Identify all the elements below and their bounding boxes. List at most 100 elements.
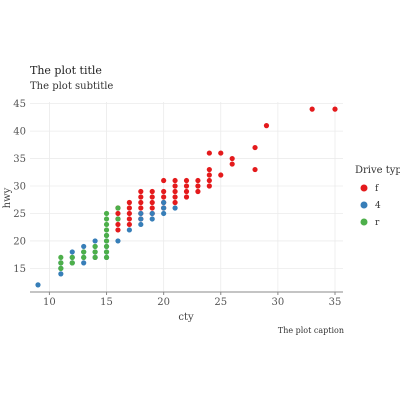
data-point-r: [58, 254, 64, 261]
data-point-f: [115, 210, 121, 217]
data-point-f: [149, 194, 155, 200]
data-point-f: [332, 106, 338, 112]
data-point-f: [126, 199, 132, 206]
y-tick-label: 35: [13, 154, 26, 165]
data-point-f: [138, 194, 144, 200]
x-tick-label: 10: [43, 297, 56, 308]
legend-label-r: r: [375, 218, 380, 228]
data-point-f: [183, 188, 190, 195]
x-tick-label: 35: [329, 297, 342, 308]
data-point-r: [69, 254, 75, 261]
data-point-f: [195, 177, 201, 184]
data-point-r: [103, 254, 110, 261]
data-point-f: [183, 183, 190, 189]
data-point-4: [161, 205, 167, 211]
data-point-f: [126, 221, 132, 228]
y-tick-label: 40: [13, 127, 26, 138]
data-point-f: [126, 216, 132, 222]
x-tick-label: 15: [100, 297, 113, 308]
data-point-f: [161, 194, 167, 200]
data-point-f: [309, 106, 315, 112]
tick-labels: 10 15 20 25 30 35 15 20 25 30 35 40 45: [13, 99, 341, 308]
data-point-f: [172, 177, 178, 184]
chart-title: The plot title: [30, 64, 102, 77]
data-point-r: [103, 210, 110, 217]
data-point-f: [172, 194, 178, 200]
data-point-f: [218, 150, 224, 156]
data-point-f: [172, 183, 178, 189]
data-point-f: [206, 166, 212, 173]
data-point-r: [103, 227, 110, 233]
data-point-r: [81, 254, 87, 261]
legend-title: Drive type: [355, 165, 400, 176]
data-point-4: [115, 238, 121, 244]
data-point-f: [138, 188, 144, 195]
x-axis-title: cty: [178, 312, 194, 323]
data-point-f: [126, 210, 132, 217]
data-point-f: [115, 221, 121, 228]
data-point-f: [206, 172, 212, 178]
data-point-4: [149, 210, 155, 217]
data-point-r: [81, 249, 87, 255]
data-point-f: [183, 177, 190, 184]
data-point-f: [149, 205, 155, 211]
data-point-r: [58, 260, 64, 266]
data-point-f: [195, 188, 201, 195]
data-point-4: [81, 260, 87, 266]
chart-caption: The plot caption: [277, 326, 344, 335]
data-point-4: [69, 249, 75, 255]
data-point-f: [183, 194, 190, 200]
data-point-4: [138, 216, 144, 222]
legend-swatch-4: [360, 201, 368, 209]
data-point-4: [92, 238, 98, 244]
legend-swatch-f: [360, 184, 368, 192]
legend-label-4: 4: [375, 201, 381, 211]
legend-label-f: f: [375, 184, 379, 194]
data-point-f: [161, 188, 167, 195]
data-point-f: [172, 188, 178, 195]
data-point-4: [149, 216, 155, 222]
axes: [30, 291, 343, 295]
data-point-r: [69, 260, 75, 266]
data-point-4: [126, 227, 132, 233]
data-point-f: [229, 161, 235, 167]
data-point-f: [172, 199, 178, 206]
y-axis-title: hwy: [2, 187, 13, 208]
data-point-f: [126, 205, 132, 211]
legend-swatch-r: [360, 218, 368, 226]
data-point-f: [138, 199, 144, 206]
data-point-f: [252, 144, 258, 151]
data-point-f: [263, 123, 270, 129]
y-tick-label: 30: [13, 182, 26, 193]
data-point-f: [206, 183, 212, 189]
data-points: [35, 106, 338, 288]
data-point-4: [161, 210, 167, 217]
x-tick-label: 25: [214, 297, 227, 308]
x-tick-label: 30: [272, 297, 285, 308]
data-point-r: [103, 216, 110, 222]
data-point-r: [103, 221, 110, 228]
data-point-f: [229, 155, 235, 162]
data-point-f: [138, 205, 144, 211]
data-point-r: [58, 265, 64, 271]
data-point-r: [103, 249, 110, 255]
data-point-r: [103, 238, 110, 244]
data-point-f: [115, 227, 121, 233]
data-point-4: [138, 210, 144, 217]
data-point-f: [252, 166, 258, 173]
data-point-4: [172, 205, 178, 211]
data-point-f: [218, 172, 224, 178]
legend: Drive type f 4 r: [355, 165, 400, 228]
data-point-4: [161, 199, 167, 206]
data-point-4: [81, 243, 87, 250]
data-point-f: [206, 150, 212, 156]
data-point-f: [149, 199, 155, 206]
data-point-4: [35, 282, 41, 288]
data-point-f: [195, 183, 201, 189]
data-point-r: [92, 249, 98, 255]
data-point-r: [115, 205, 121, 211]
y-tick-label: 20: [13, 236, 26, 247]
data-point-r: [115, 216, 121, 222]
data-point-r: [92, 254, 98, 261]
